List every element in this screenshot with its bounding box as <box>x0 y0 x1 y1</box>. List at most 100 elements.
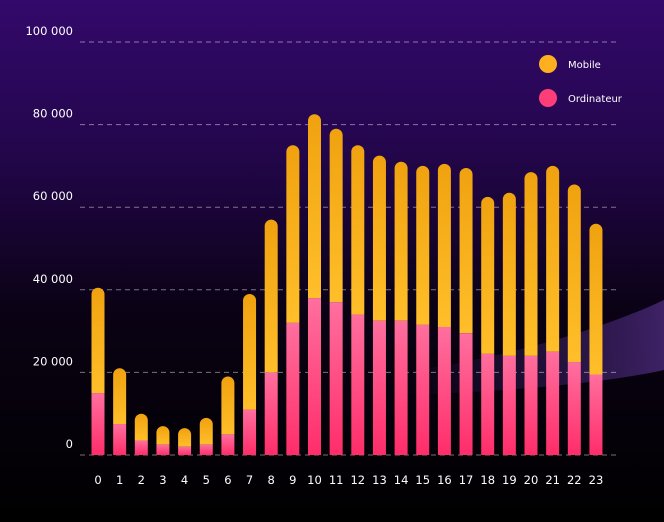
x-tick-label: 10 <box>307 473 322 487</box>
bar-ordinateur <box>481 353 495 455</box>
y-tick-label: 20 000 <box>33 354 73 368</box>
bar-mobile <box>221 376 235 435</box>
bar-ordinateur <box>91 393 105 455</box>
bar-ordinateur <box>416 324 430 455</box>
x-tick-label: 11 <box>329 473 344 487</box>
bar-ordinateur <box>243 409 257 455</box>
bar-ordinateur <box>134 440 148 455</box>
bar-stack <box>91 287 105 455</box>
x-tick-label: 21 <box>545 473 560 487</box>
y-tick-label: 100 000 <box>25 24 73 38</box>
bar-mobile <box>329 128 343 303</box>
y-tick-label: 0 <box>66 437 73 451</box>
bar-mobile <box>524 172 538 356</box>
bar-stack <box>567 184 581 455</box>
bar-ordinateur <box>221 434 235 455</box>
bar-stack <box>459 167 473 455</box>
bar-ordinateur <box>394 320 408 455</box>
bar-ordinateur <box>437 326 451 455</box>
bar-mobile <box>437 163 451 327</box>
bar-mobile <box>416 165 430 325</box>
x-tick-label: 6 <box>224 473 231 487</box>
bar-mobile <box>91 287 105 394</box>
bar-stack <box>113 368 127 455</box>
bar-ordinateur <box>156 444 170 455</box>
x-tick-label: 19 <box>502 473 517 487</box>
bar-stack <box>546 165 560 455</box>
x-tick-label: 8 <box>268 473 275 487</box>
bar-ordinateur <box>308 298 321 455</box>
x-tick-label: 0 <box>94 473 101 487</box>
bar-mobile <box>243 293 257 410</box>
bar-mobile <box>481 196 495 354</box>
y-tick-label: 40 000 <box>33 272 73 286</box>
bar-mobile <box>286 145 300 323</box>
legend-label: Mobile <box>568 60 601 71</box>
x-tick-label: 5 <box>203 473 210 487</box>
bar-mobile <box>134 413 148 441</box>
bar-mobile <box>113 368 127 425</box>
bar-stack <box>221 376 235 455</box>
y-axis-tick-labels: 0 20 000 40 000 60 000 80 000 100 000 <box>25 24 73 451</box>
bar-ordinateur <box>502 355 516 455</box>
x-tick-label: 17 <box>459 473 474 487</box>
gridlines <box>80 41 620 456</box>
bar-stack <box>351 145 365 455</box>
bar-ordinateur <box>546 351 560 455</box>
bar-ordinateur <box>178 446 192 455</box>
bar-ordinateur <box>329 302 343 455</box>
bar-ordinateur <box>567 362 581 455</box>
x-tick-label: 20 <box>524 473 539 487</box>
legend: Mobile Ordinateur <box>539 55 623 107</box>
bar-ordinateur <box>113 424 127 455</box>
bar-stack <box>524 172 538 455</box>
bar-stack <box>134 413 148 455</box>
bar-stack <box>416 165 430 455</box>
bar-stack <box>243 293 257 455</box>
bar-stack <box>394 161 408 455</box>
legend-label: Ordinateur <box>568 94 623 105</box>
x-tick-label: 4 <box>181 473 188 487</box>
y-tick-label: 60 000 <box>33 189 73 203</box>
x-tick-label: 15 <box>415 473 430 487</box>
bar-stack <box>329 128 343 455</box>
bar-stack <box>178 428 192 455</box>
bar-mobile <box>459 167 473 334</box>
bar-stack <box>502 192 516 455</box>
bar-stack <box>437 163 451 455</box>
bar-mobile <box>567 184 581 363</box>
bar-mobile <box>502 192 516 356</box>
bar-stack <box>308 114 321 455</box>
bar-ordinateur <box>372 320 386 455</box>
bar-mobile <box>199 417 213 445</box>
bar-mobile <box>156 426 170 445</box>
bar-mobile <box>178 428 192 447</box>
x-tick-label: 9 <box>289 473 296 487</box>
x-tick-label: 2 <box>138 473 145 487</box>
x-tick-label: 18 <box>480 473 495 487</box>
bar-ordinateur <box>199 444 213 455</box>
y-tick-label: 80 000 <box>33 107 73 121</box>
bar-mobile <box>546 165 560 352</box>
x-tick-label: 7 <box>246 473 253 487</box>
bar-mobile <box>372 155 386 321</box>
bar-mobile <box>351 145 365 315</box>
bar-ordinateur <box>286 322 300 455</box>
x-tick-label: 14 <box>394 473 409 487</box>
bar-ordinateur <box>524 355 538 455</box>
bar-ordinateur <box>264 372 278 455</box>
x-tick-label: 16 <box>437 473 452 487</box>
bar-ordinateur <box>351 314 365 455</box>
bar-ordinateur <box>459 333 473 455</box>
x-tick-label: 23 <box>589 473 604 487</box>
x-tick-label: 13 <box>372 473 387 487</box>
legend-marker <box>539 89 557 107</box>
bar-mobile <box>308 114 321 299</box>
x-tick-label: 22 <box>567 473 582 487</box>
bar-stack <box>156 426 170 455</box>
bar-stack <box>589 223 603 455</box>
bar-mobile <box>589 223 603 375</box>
bar-mobile <box>394 161 408 321</box>
